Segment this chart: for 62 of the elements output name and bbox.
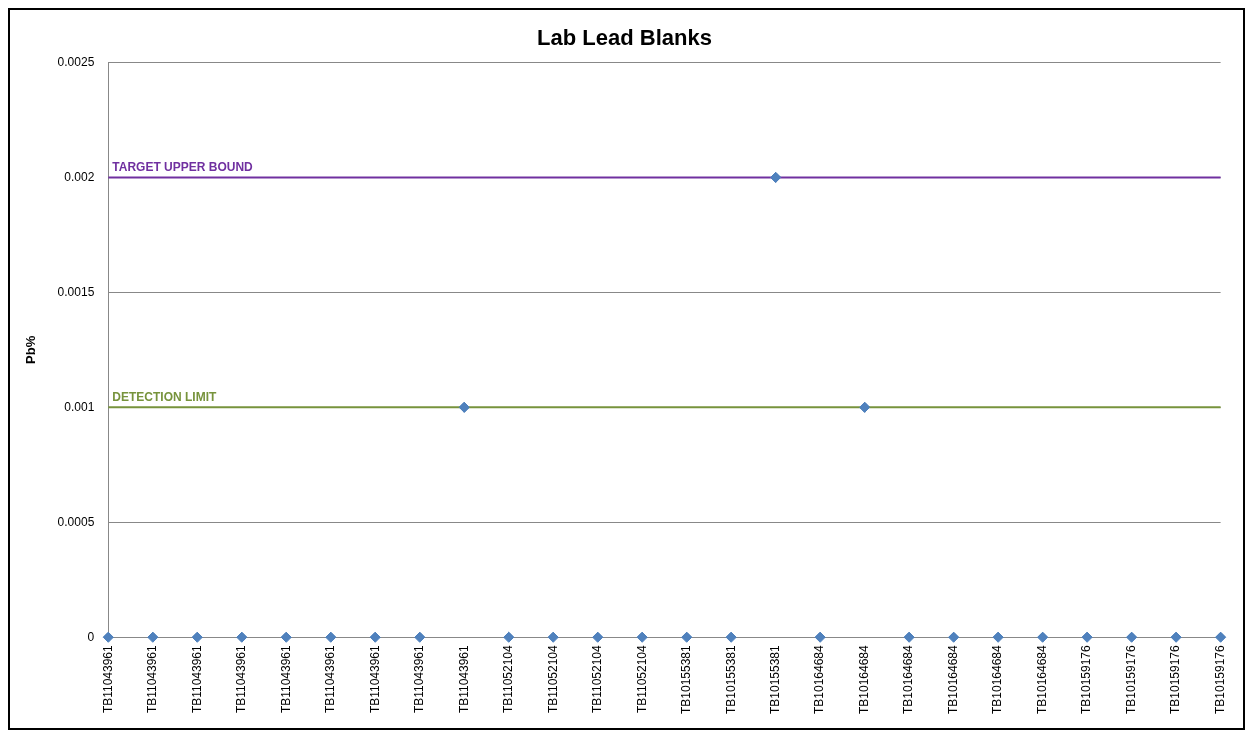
x-tick-label: TB10164684 bbox=[856, 644, 871, 715]
x-tick-label: TB10155381 bbox=[723, 644, 738, 715]
point bbox=[458, 401, 470, 413]
point bbox=[681, 631, 693, 643]
point bbox=[814, 631, 826, 643]
point bbox=[992, 631, 1004, 643]
x-tick-label: TB10164684 bbox=[812, 644, 827, 715]
y-tick-label: 0.0005 bbox=[57, 514, 95, 529]
y-tick-label: 0.0025 bbox=[57, 54, 95, 69]
x-tick-label: TB11043961 bbox=[189, 644, 204, 714]
chart-title: Lab Lead Blanks bbox=[537, 25, 712, 51]
x-tick-label: TB11043961 bbox=[412, 644, 427, 714]
x-tick-label: TB10164684 bbox=[1034, 644, 1049, 715]
point bbox=[147, 631, 159, 643]
point bbox=[414, 631, 426, 643]
point bbox=[1215, 631, 1227, 643]
x-tick-label: TB10159176 bbox=[1123, 644, 1138, 715]
x-tick-label: TB11043961 bbox=[456, 644, 471, 714]
point bbox=[503, 631, 515, 643]
x-tick-label: TB10164684 bbox=[990, 644, 1005, 715]
point bbox=[770, 171, 782, 183]
ref-line-label: TARGET UPPER BOUND bbox=[112, 159, 254, 174]
x-tick-label: TB11043961 bbox=[367, 644, 382, 714]
x-tick-label: TB11052104 bbox=[545, 644, 560, 714]
point bbox=[236, 631, 248, 643]
point bbox=[1126, 631, 1138, 643]
point bbox=[636, 631, 648, 643]
point bbox=[547, 631, 559, 643]
x-tick-label: TB11043961 bbox=[323, 644, 338, 714]
x-tick-label: TB11043961 bbox=[100, 644, 115, 714]
y-axis-title: Pb% bbox=[23, 335, 39, 364]
point bbox=[369, 631, 381, 643]
x-tick-label: TB10159176 bbox=[1079, 644, 1094, 715]
y-tick-label: 0.001 bbox=[64, 399, 95, 414]
point bbox=[725, 631, 737, 643]
point bbox=[1170, 631, 1182, 643]
point bbox=[102, 631, 114, 643]
y-tick-label: 0 bbox=[87, 629, 95, 644]
x-tick-label: TB11043961 bbox=[145, 644, 160, 714]
x-tick-label: TB10159176 bbox=[1212, 644, 1227, 715]
point bbox=[1037, 631, 1049, 643]
x-tick-label: TB11052104 bbox=[634, 644, 649, 714]
x-tick-label: TB11052104 bbox=[590, 644, 605, 714]
x-tick-label: TB11052104 bbox=[501, 644, 516, 714]
point bbox=[592, 631, 604, 643]
point bbox=[903, 631, 915, 643]
x-tick-label: TB10155381 bbox=[767, 644, 782, 715]
x-tick-label: TB10164684 bbox=[945, 644, 960, 715]
x-tick-label: TB10155381 bbox=[679, 644, 694, 715]
point bbox=[859, 401, 871, 413]
x-tick-label: TB10164684 bbox=[901, 644, 916, 715]
point bbox=[1081, 631, 1093, 643]
y-tick-label: 0.0015 bbox=[57, 284, 95, 299]
y-tick-label: 0.002 bbox=[64, 169, 95, 184]
point bbox=[280, 631, 292, 643]
x-tick-label: TB11043961 bbox=[234, 644, 249, 714]
ref-line-label: DETECTION LIMIT bbox=[112, 389, 217, 404]
x-tick-label: TB11043961 bbox=[278, 644, 293, 714]
x-tick-label: TB10159176 bbox=[1168, 644, 1183, 715]
point bbox=[948, 631, 960, 643]
point bbox=[191, 631, 203, 643]
point bbox=[325, 631, 337, 643]
